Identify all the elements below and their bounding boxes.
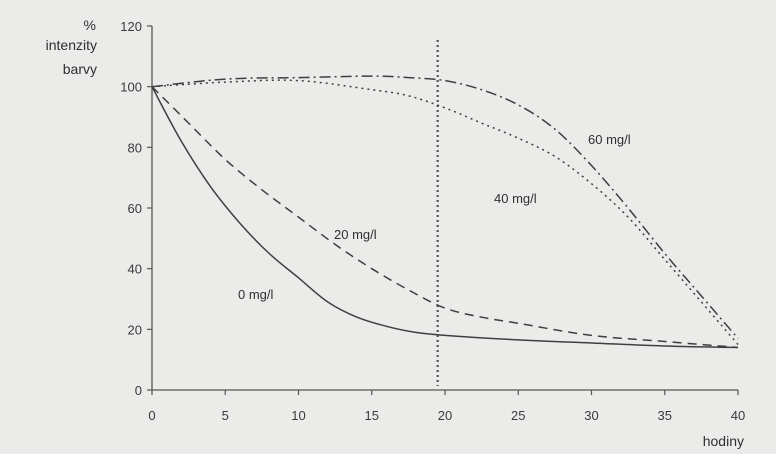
x-axis-title: hodiny	[703, 433, 744, 449]
y-tick-label: 120	[120, 19, 142, 34]
series-group	[151, 75, 739, 349]
series-line-0-mg-l	[151, 86, 739, 349]
series-line-40-mg-l	[151, 79, 739, 345]
series-label: 0 mg/l	[238, 287, 274, 302]
x-tick-label: 20	[438, 408, 452, 423]
x-tick-label: 25	[511, 408, 525, 423]
x-tick-label: 5	[222, 408, 229, 423]
y-tick-label: 20	[128, 322, 142, 337]
y-tick-label: 0	[135, 383, 142, 398]
y-axis-title-line: intenzity	[46, 37, 97, 53]
x-tick-label: 10	[291, 408, 305, 423]
y-tick-label: 80	[128, 140, 142, 155]
series-line-20-mg-l	[151, 86, 739, 349]
y-axis-title-line: %	[84, 17, 96, 33]
series-line-60-mg-l	[151, 75, 739, 339]
x-tick-label: 30	[584, 408, 598, 423]
series-label: 60 mg/l	[588, 132, 631, 147]
x-tick-label: 35	[658, 408, 672, 423]
labels-group: 0 mg/l 20 mg/l 40 mg/l 60 mg/l	[238, 132, 631, 302]
y-tick-label: 40	[128, 262, 142, 277]
series-label: 40 mg/l	[494, 191, 537, 206]
y-axis-title-line: barvy	[63, 61, 97, 77]
y-tick-label: 100	[120, 80, 142, 95]
y-tick-label: 60	[128, 201, 142, 216]
x-tick-label: 40	[731, 408, 745, 423]
x-tick-label: 0	[148, 408, 155, 423]
series-label: 20 mg/l	[334, 227, 377, 242]
x-tick-label: 15	[365, 408, 379, 423]
axes: 0 20 40 60 80 100 120 0 5 10 15 20 25 30 35 40% intenzit…	[46, 17, 746, 449]
